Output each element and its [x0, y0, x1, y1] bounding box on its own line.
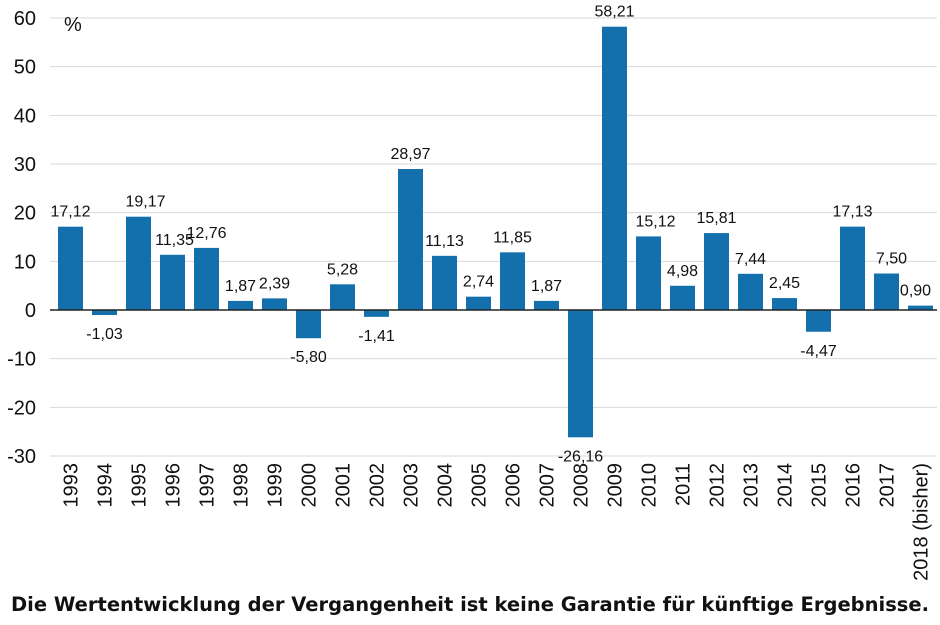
y-tick-label: -30 [7, 446, 36, 468]
value-label: 11,13 [425, 233, 464, 250]
bar [704, 233, 729, 310]
x-tick-label: 1999 [265, 463, 287, 508]
y-axis-unit-label: % [64, 14, 82, 36]
value-label: 19,17 [125, 194, 165, 211]
x-tick-label: 2017 [877, 463, 899, 508]
y-tick-label: 60 [14, 8, 36, 30]
performance-bar-chart: -30 -20 -10 0 10 20 30 40 50 60 % 17,12 -1,03 19,17… [7, 4, 937, 581]
bar [432, 255, 457, 310]
value-label: 0,90 [900, 283, 931, 300]
bar [568, 310, 593, 438]
value-label: 11,35 [155, 232, 194, 249]
x-tick-label: 2014 [775, 463, 797, 508]
bar [534, 300, 559, 310]
bar [500, 252, 525, 310]
value-label: 28,97 [390, 146, 430, 163]
value-label: -1,41 [358, 328, 395, 345]
x-tick-label: 2002 [367, 463, 389, 508]
bar [840, 226, 865, 310]
bar [330, 284, 355, 310]
value-label: 12,76 [186, 225, 226, 242]
value-label: 58,21 [594, 4, 634, 21]
x-tick-label: 2013 [741, 463, 763, 508]
value-label: 5,28 [327, 261, 358, 278]
bar [806, 310, 831, 332]
bars [58, 26, 933, 438]
value-label: 17,13 [832, 204, 872, 221]
bar [58, 226, 83, 310]
bar [160, 254, 185, 310]
value-label: -5,80 [290, 349, 327, 366]
x-axis-labels: 1993 1994 1995 1996 1997 1998 1999 2000 2001 2002… [61, 463, 933, 581]
bar [738, 273, 763, 310]
bar [636, 236, 661, 310]
bar [194, 247, 219, 310]
y-axis-ticks: -30 -20 -10 0 10 20 30 40 50 60 [7, 8, 36, 468]
value-label: 11,85 [493, 229, 532, 246]
y-tick-label: 20 [14, 203, 36, 225]
y-tick-label: 10 [14, 251, 36, 273]
value-label: 17,12 [50, 204, 90, 221]
value-label: -26,16 [558, 448, 603, 465]
value-label: 1,87 [225, 278, 256, 295]
value-label: 4,98 [667, 263, 698, 280]
x-tick-label: 1997 [197, 463, 219, 508]
value-label: -1,03 [86, 326, 123, 343]
value-label: 15,81 [696, 210, 736, 227]
y-tick-label: 40 [14, 105, 36, 127]
bar [296, 310, 321, 339]
bar [364, 310, 389, 317]
value-label: 15,12 [635, 213, 675, 230]
value-label: -4,47 [800, 343, 837, 360]
x-tick-label: 2015 [809, 463, 831, 508]
x-tick-label: 2008 [571, 463, 593, 508]
x-tick-label: 1998 [231, 463, 253, 508]
bar [772, 298, 797, 310]
y-tick-label: 0 [25, 300, 36, 322]
bar [466, 296, 491, 310]
bar [908, 305, 933, 310]
x-tick-label: 2009 [605, 463, 627, 508]
x-tick-label: 2004 [435, 463, 457, 508]
x-tick-label: 2000 [299, 463, 321, 508]
bar [602, 26, 627, 310]
bar [398, 169, 423, 310]
y-tick-label: -10 [7, 349, 36, 371]
value-label: 7,44 [735, 251, 766, 268]
value-label: 2,45 [769, 275, 800, 292]
value-label: 2,39 [259, 275, 290, 292]
x-tick-label: 2011 [673, 463, 695, 506]
value-label: 7,50 [876, 251, 907, 268]
x-tick-label: 2005 [469, 463, 491, 508]
x-tick-label: 2012 [707, 463, 729, 508]
value-label: 2,74 [463, 274, 494, 291]
x-tick-label: 1993 [61, 463, 83, 508]
x-tick-label: 2007 [537, 463, 559, 508]
x-tick-label: 1996 [163, 463, 185, 508]
disclaimer-caption: Die Wertentwicklung der Vergangenheit is… [10, 593, 930, 616]
bar [92, 310, 117, 316]
x-tick-label: 1994 [95, 463, 117, 508]
bar [228, 300, 253, 310]
bar [262, 298, 287, 310]
bar [126, 216, 151, 310]
bar [670, 285, 695, 310]
y-tick-label: -20 [7, 397, 36, 419]
x-tick-label: 2003 [401, 463, 423, 508]
x-tick-label: 1995 [129, 463, 151, 508]
y-tick-label: 30 [14, 154, 36, 176]
bar [874, 273, 899, 310]
x-tick-label: 2006 [503, 463, 525, 508]
x-tick-label: 2001 [333, 463, 355, 508]
x-tick-label: 2016 [843, 463, 865, 508]
x-tick-label: 2018 (bisher) [911, 463, 933, 581]
y-tick-label: 50 [14, 57, 36, 79]
x-tick-label: 2010 [639, 463, 661, 508]
value-label: 1,87 [531, 278, 562, 295]
